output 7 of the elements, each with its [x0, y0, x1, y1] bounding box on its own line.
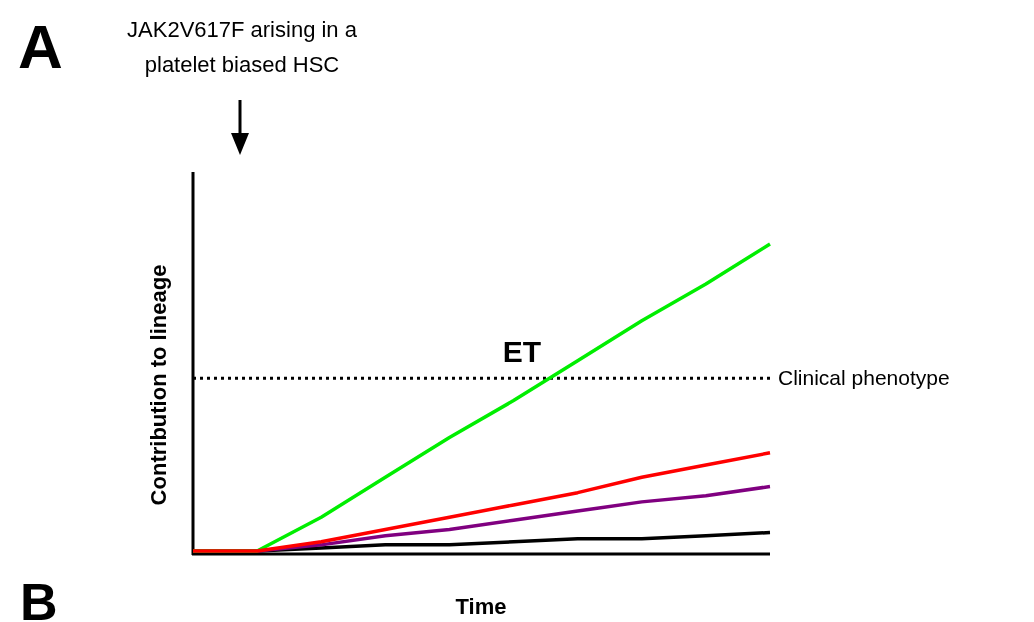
- y-axis-title: Contribution to lineage: [146, 264, 171, 506]
- text: A: [18, 12, 63, 81]
- text: JAK2V617F arising in a platelet biased HSC: [127, 17, 358, 77]
- text: B: [20, 573, 58, 622]
- annotation: ET: [502, 335, 542, 368]
- x-axis-title: Time: [455, 594, 507, 619]
- ref-line-label: Clinical phenotype: [778, 366, 950, 390]
